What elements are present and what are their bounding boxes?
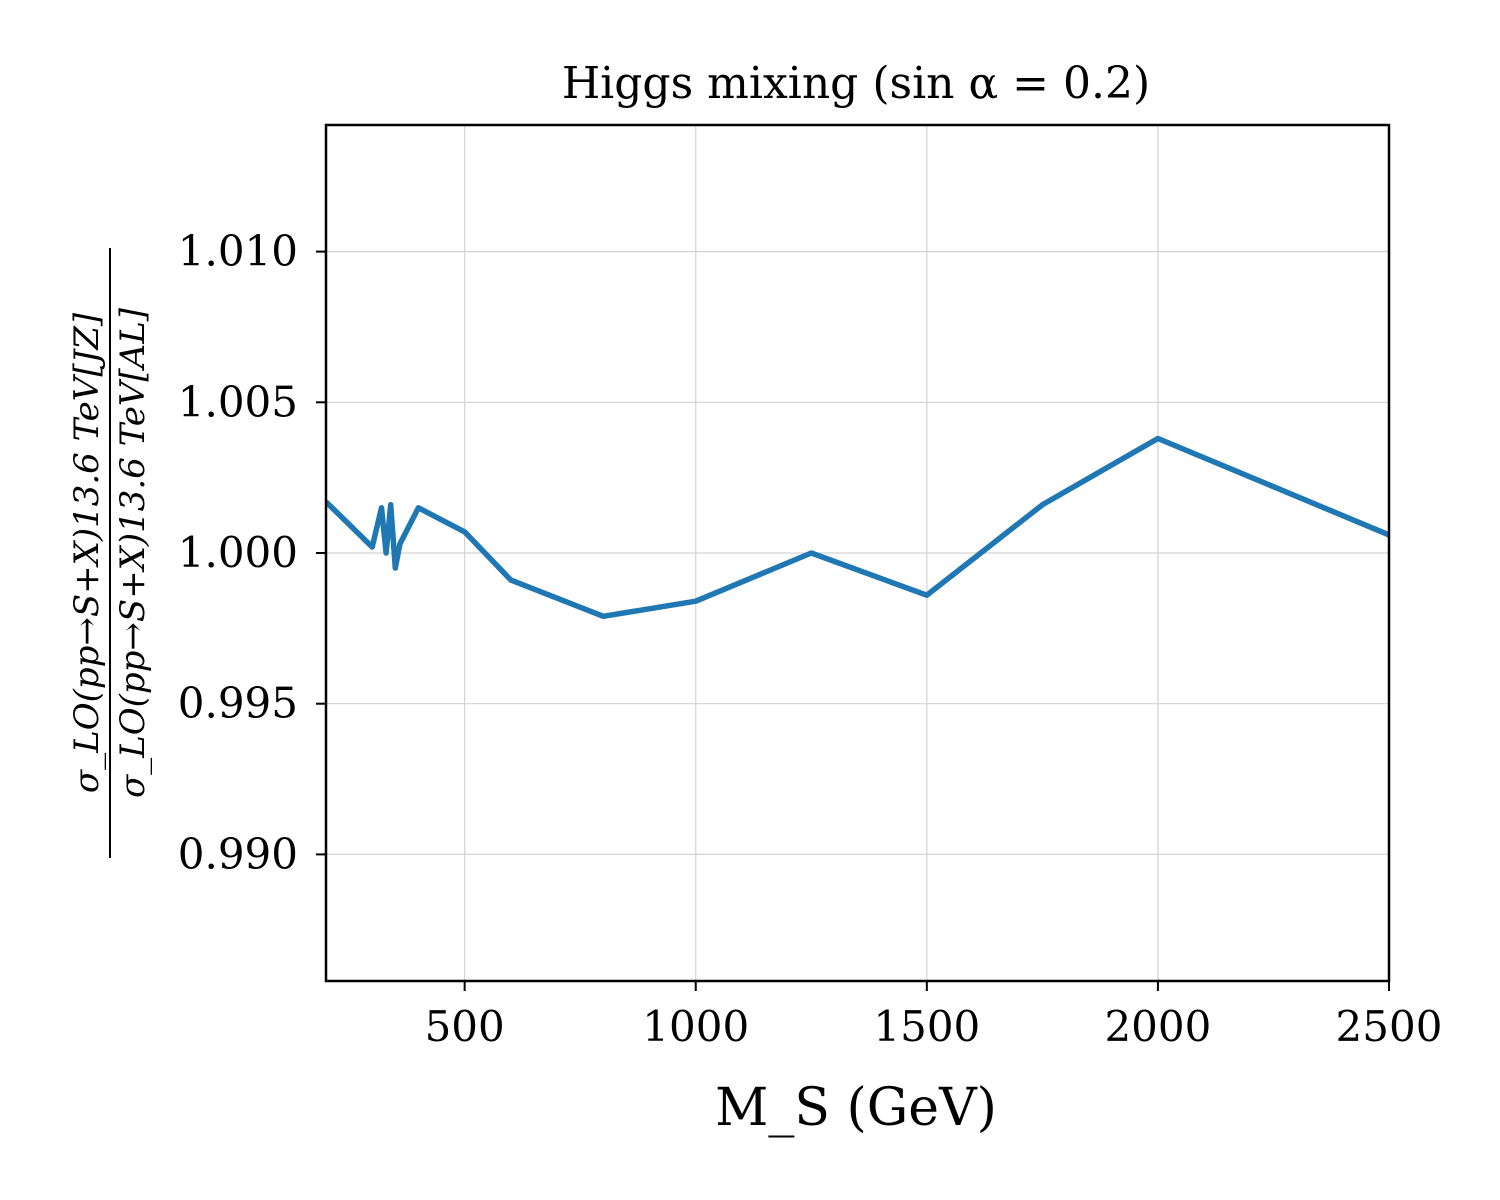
y-axis-label-denominator: σ_LO(pp→S+X)13.6 TeV[AL] xyxy=(113,307,153,798)
series-line xyxy=(326,435,1389,620)
y-tick-label: 1.010 xyxy=(178,227,298,276)
ticks: 500 1000 1500 2000 2500 0.990 0.995 1.000 1.005 1… xyxy=(178,227,1443,1051)
y-tick-label: 1.005 xyxy=(178,377,298,426)
y-tick-label: 0.990 xyxy=(178,829,298,878)
y-tick-label: 0.995 xyxy=(178,679,298,728)
plot-area xyxy=(326,435,1389,620)
x-tick-label: 500 xyxy=(425,1002,505,1051)
y-tick-label: 1.000 xyxy=(178,528,298,577)
x-tick-label: 1500 xyxy=(873,1002,980,1051)
y-axis-label-numerator: σ_LO(pp→S+X)13.6 TeV[JZ] xyxy=(67,312,107,793)
x-tick-label: 1000 xyxy=(642,1002,749,1051)
x-tick-label: 2000 xyxy=(1104,1002,1211,1051)
x-axis-label: M_S (GeV) xyxy=(715,1078,997,1138)
x-tick-label: 2500 xyxy=(1336,1002,1443,1051)
chart-title: Higgs mixing (sin α = 0.2) xyxy=(562,58,1150,109)
y-axis-label: σ_LO(pp→S+X)13.6 TeV[JZ] σ_LO(pp→S+X)13.… xyxy=(67,248,153,858)
